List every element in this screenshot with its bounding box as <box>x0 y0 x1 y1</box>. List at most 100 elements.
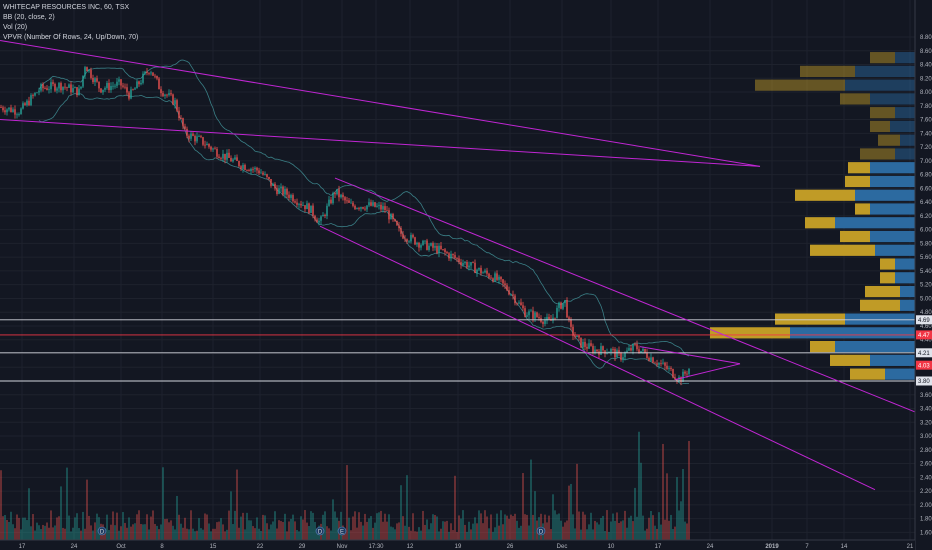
volume-bar <box>254 528 256 540</box>
candle-body <box>8 107 10 110</box>
volume-bar <box>626 527 628 540</box>
candle-body <box>554 317 556 319</box>
volume-bar <box>524 514 526 540</box>
volume-bar <box>608 531 610 540</box>
candle-body <box>460 262 462 265</box>
candle-body <box>230 157 232 162</box>
vp-down-bar <box>865 285 900 298</box>
candle-body <box>44 88 46 89</box>
candle-body <box>276 188 278 194</box>
volume-bar <box>586 529 588 540</box>
candle-body <box>176 100 178 111</box>
candle-body <box>498 276 500 280</box>
volume-bar <box>228 510 230 540</box>
vp-up-bar <box>845 313 915 325</box>
volume-bar <box>532 514 534 540</box>
candle-body <box>150 72 152 74</box>
volume-bar <box>488 528 490 540</box>
candle-body <box>180 118 182 119</box>
trendline-upper-long <box>0 39 761 167</box>
volume-bar <box>420 530 422 540</box>
legend-vpvr[interactable]: VPVR (Number Of Rows, 24, Up/Down, 70) <box>3 34 139 41</box>
candle-body <box>672 369 674 378</box>
volume-bar <box>310 511 312 540</box>
volume-bar <box>670 514 672 540</box>
vp-up-bar <box>890 120 915 133</box>
time-tick-label: 8 <box>160 544 164 550</box>
volume-bar <box>556 514 558 540</box>
candle-body <box>192 133 194 136</box>
volume-bar <box>404 525 406 540</box>
candle-body <box>546 316 548 321</box>
event-label: D <box>100 530 105 536</box>
event-circle <box>315 526 325 536</box>
candle-body <box>352 202 354 206</box>
volume-bar <box>560 520 562 540</box>
legend-bb[interactable]: BB (20, close, 2) <box>3 14 55 21</box>
volume-bar <box>482 523 484 540</box>
volume-bar <box>84 528 86 540</box>
time-axis-bg <box>0 540 915 550</box>
vp-up-bar <box>900 299 915 311</box>
candle-body <box>446 252 448 254</box>
candle-body <box>474 262 476 274</box>
volume-profile <box>710 52 915 380</box>
candle-body <box>552 317 554 321</box>
volume-bar <box>456 531 458 540</box>
candle-body <box>408 241 410 243</box>
volume-bar <box>284 513 286 540</box>
candle-body <box>580 337 582 348</box>
candle-body <box>162 93 164 96</box>
volume-bar <box>416 531 418 540</box>
volume-bar <box>158 529 160 540</box>
candle-body <box>668 368 670 369</box>
volume-bar <box>146 514 148 540</box>
volume-bar <box>18 517 20 540</box>
price-tick-label: 4.80 <box>920 310 932 316</box>
legend-vol[interactable]: Vol (20) <box>3 24 28 31</box>
candle-body <box>118 79 120 82</box>
candle-body <box>502 279 504 284</box>
time-axis[interactable]: 17 24 Oct 8 15 22 29 Nov 17:30 12 19 26 Dec 10 17 24 201… <box>0 539 915 550</box>
price-axis[interactable]: 8.80 8.60 8.40 8.20 8.00 7.80 7.60 7.40 7.20 7.00… <box>914 0 932 550</box>
candle-body <box>222 153 224 159</box>
event-circle <box>97 526 107 536</box>
volume-bar <box>382 521 384 540</box>
legend-symbol[interactable]: WHITECAP RESOURCES INC, 60, TSX <box>3 4 130 11</box>
volume-bar <box>24 517 26 540</box>
candle-body <box>124 86 126 88</box>
candle-body <box>12 109 14 112</box>
candle-body <box>634 344 636 345</box>
candle-body <box>356 208 358 209</box>
volume-bar <box>676 477 678 540</box>
volume-bar <box>42 524 44 540</box>
trendline-channel-upper <box>334 177 916 413</box>
candle-body <box>542 321 544 324</box>
volume-bar <box>114 525 116 540</box>
candle-body <box>490 277 492 279</box>
volume-bar <box>116 512 118 540</box>
vp-up-bar <box>895 258 915 270</box>
candle-body <box>158 78 160 90</box>
volume-bar <box>646 528 648 540</box>
volume-bar <box>448 531 450 540</box>
vp-down-bar <box>880 272 895 284</box>
candle-body <box>644 348 646 353</box>
candle-body <box>256 167 258 171</box>
volume-bars <box>0 431 690 540</box>
volume-bar <box>422 510 424 540</box>
candle-body <box>642 348 644 351</box>
candle-body <box>534 312 536 319</box>
volume-bar <box>432 514 434 540</box>
candle-body <box>126 87 128 93</box>
candle-body <box>36 92 38 94</box>
candle-body <box>364 208 366 210</box>
candle-body <box>488 273 490 278</box>
candle-body <box>482 272 484 274</box>
candle-body <box>186 128 188 136</box>
volume-bar <box>264 515 266 540</box>
volume-bar <box>638 431 640 540</box>
candle-body <box>74 87 76 89</box>
candle-body <box>414 237 416 245</box>
